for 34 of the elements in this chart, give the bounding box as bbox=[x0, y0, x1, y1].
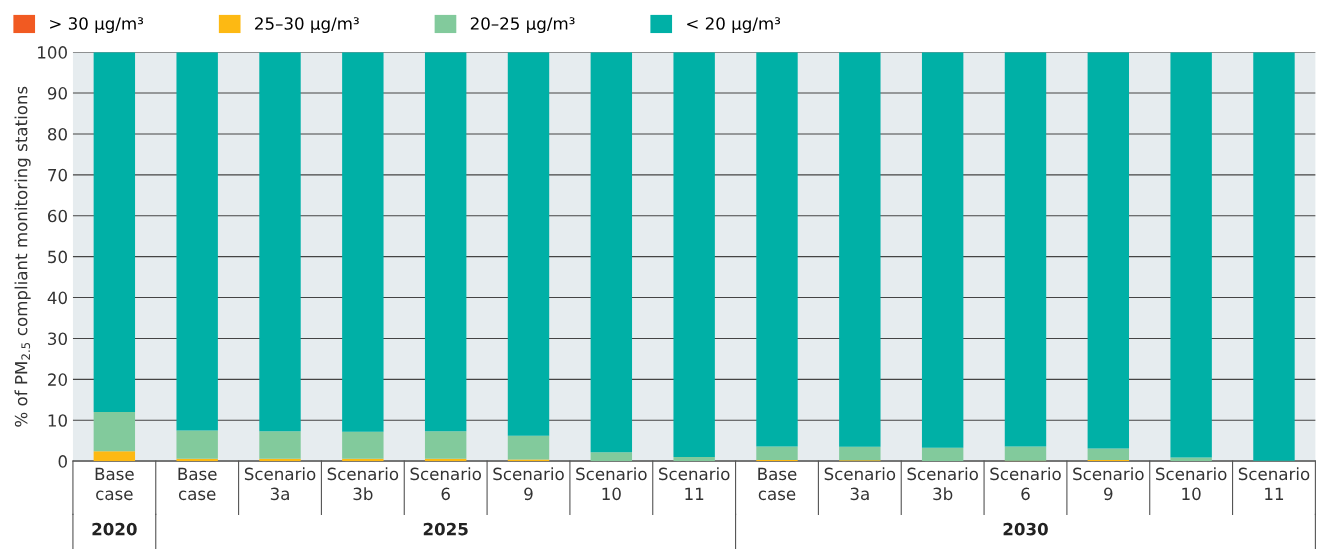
y-tick-label: 60 bbox=[48, 209, 67, 223]
y-tick-label: 100 bbox=[38, 46, 67, 59]
x-tick-label: Scenario 11 bbox=[1238, 467, 1310, 500]
y-tick-label: 90 bbox=[47, 87, 67, 100]
y-tick-label: 30 bbox=[48, 332, 67, 346]
text: 2025 bbox=[423, 522, 468, 536]
x-tick-label: Base case bbox=[758, 467, 797, 501]
legend-label: 25–30 µg/m³ bbox=[255, 17, 359, 34]
x-tick-label: Scenario 3b bbox=[907, 467, 978, 501]
y-tick-label: 0 bbox=[58, 455, 67, 468]
y-tick-label: 40 bbox=[47, 291, 67, 305]
x-tick-label: Scenario 3b bbox=[327, 467, 399, 501]
x-tick-label: Scenario 9 bbox=[1073, 467, 1144, 501]
legend-label: < 20 µg/m³ bbox=[687, 17, 781, 34]
x-tick-label: Scenario 3a bbox=[244, 467, 316, 501]
x-tick-label: Scenario 10 bbox=[1156, 467, 1227, 501]
text: 2020 bbox=[92, 522, 137, 536]
x-tick-label: Scenario 9 bbox=[493, 467, 564, 501]
x-tick-label: Scenario 11 bbox=[659, 467, 730, 500]
x-tick-label: Scenario 3a bbox=[824, 467, 896, 501]
y-tick-label: 50 bbox=[48, 250, 67, 264]
legend-label: > 30 µg/m³ bbox=[50, 17, 144, 34]
y-tick-label: 10 bbox=[48, 414, 67, 427]
x-tick-label: Base case bbox=[178, 467, 217, 501]
x-tick-label: Scenario 10 bbox=[576, 467, 647, 501]
y-axis-title: % of PM$_{2.5}$ compliant monitoring stations bbox=[14, 86, 31, 427]
y-tick-label: 20 bbox=[48, 373, 67, 386]
text: 2030 bbox=[1003, 522, 1048, 536]
x-tick-label: Scenario 6 bbox=[990, 467, 1061, 501]
x-tick-label: Base case bbox=[95, 467, 134, 501]
y-tick-label: 80 bbox=[47, 127, 67, 141]
x-tick-label: Scenario 6 bbox=[410, 467, 481, 501]
legend-label: 20–25 µg/m³ bbox=[470, 17, 575, 34]
y-tick-label: 70 bbox=[48, 168, 67, 182]
